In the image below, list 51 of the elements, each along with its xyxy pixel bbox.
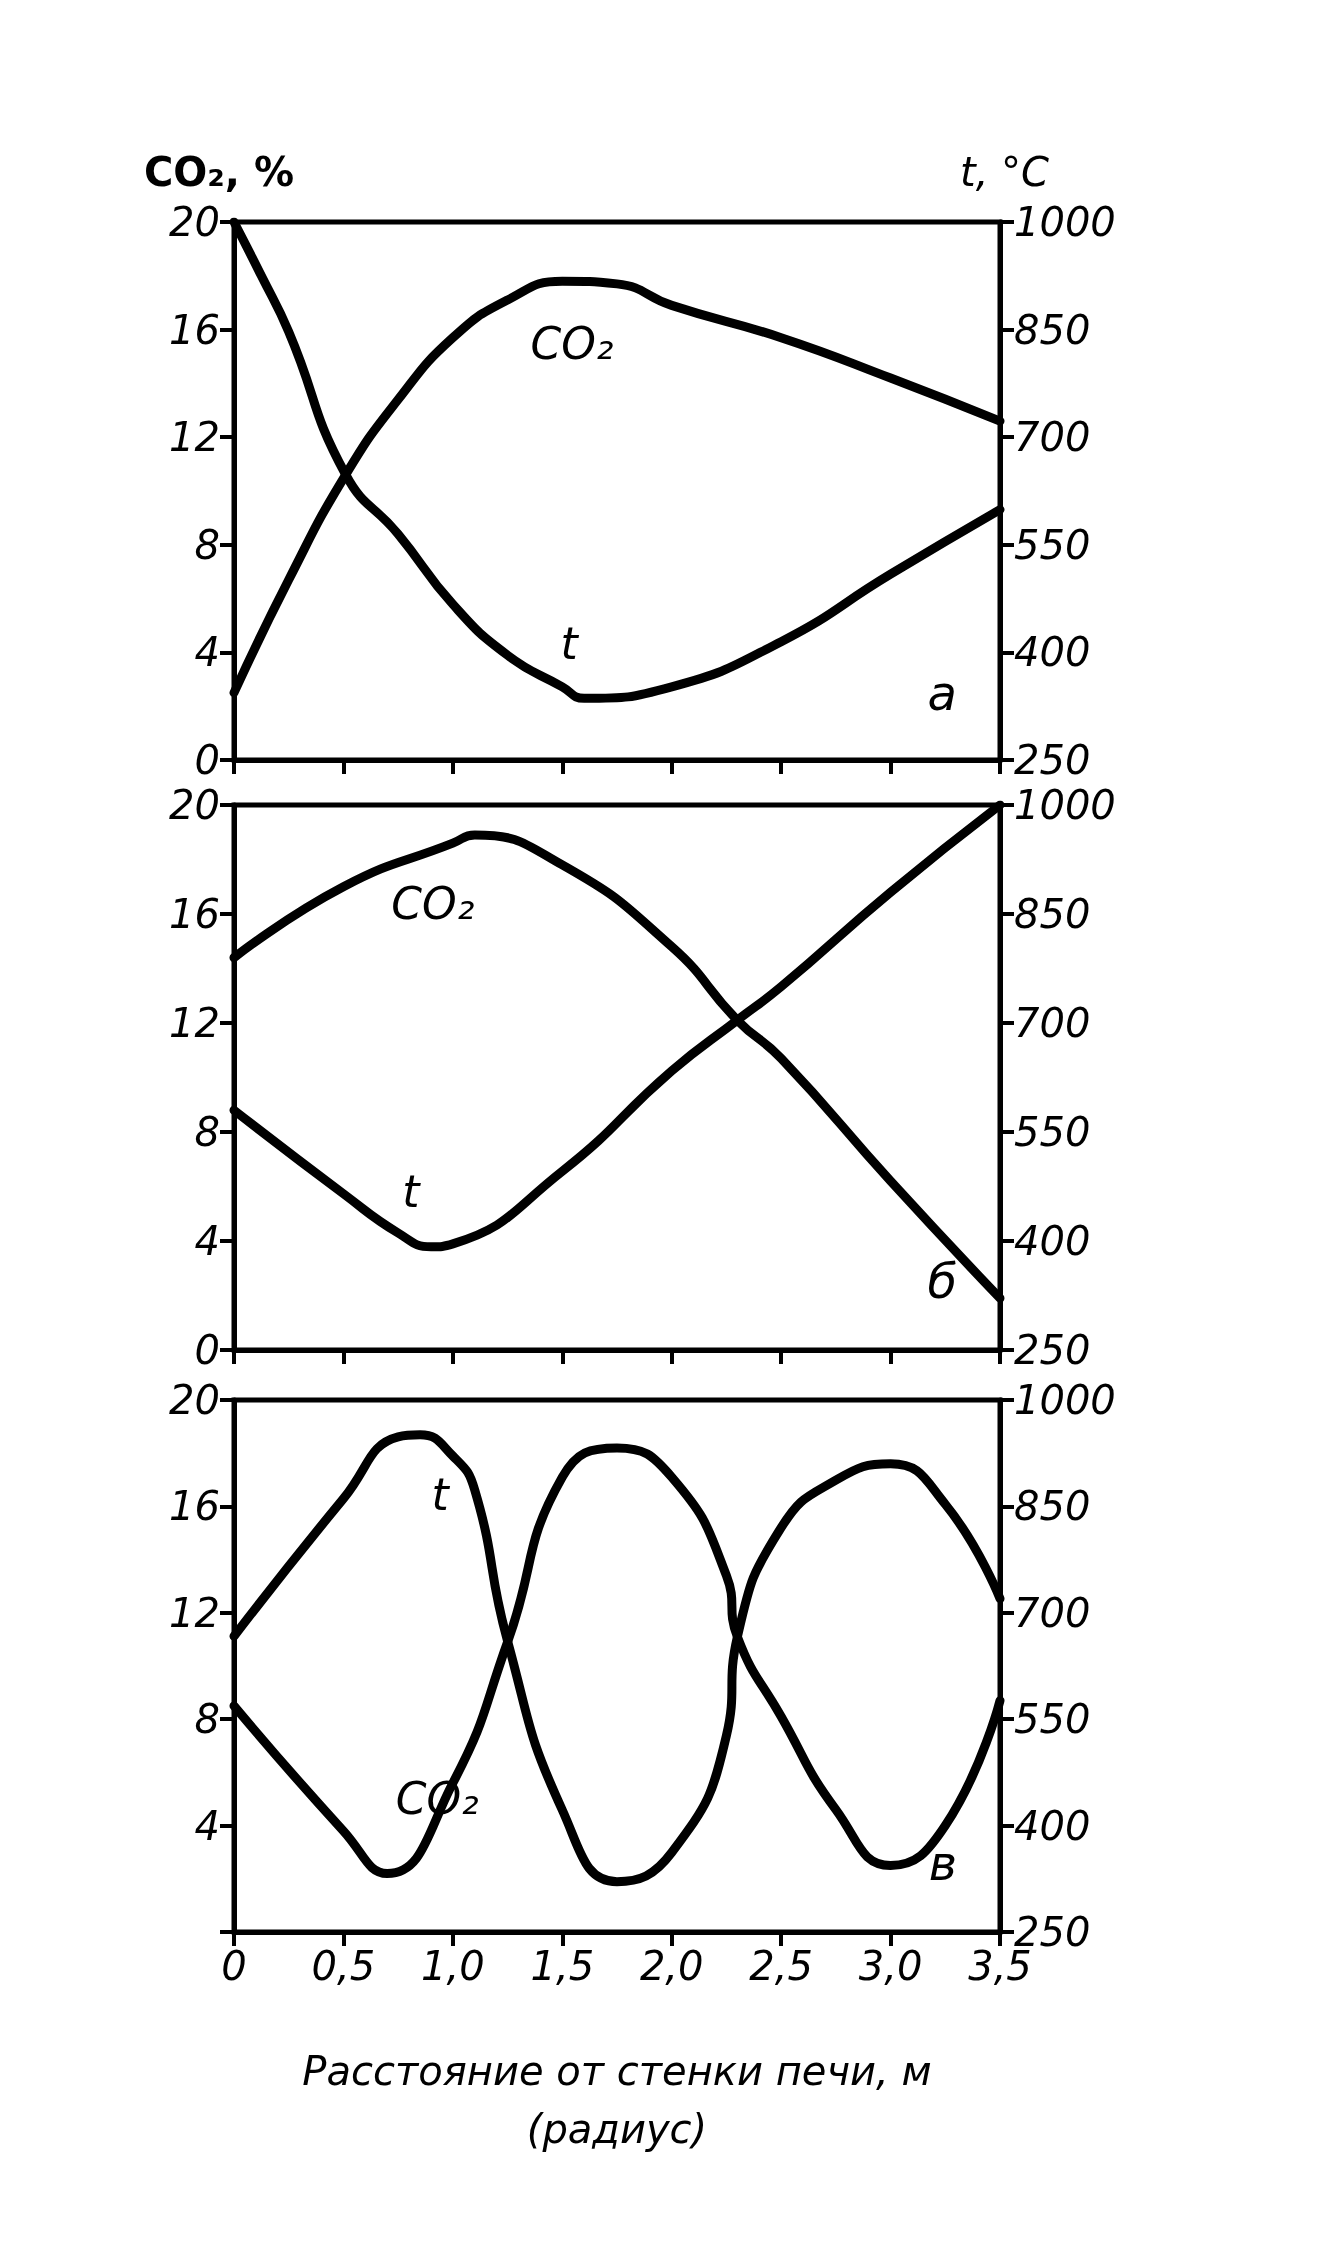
y2-tick-label: 1000 <box>1014 199 1116 245</box>
y2-tick-label: 400 <box>1014 629 1091 676</box>
y-tick-label: 20 <box>169 199 220 245</box>
y-tick-label: 4 <box>194 1802 220 1849</box>
series-label: t <box>431 1469 451 1521</box>
y-tick-label: 12 <box>169 1589 220 1636</box>
x-axis-title: Расстояние от стенки печи, м (радиус) <box>302 2048 932 2152</box>
y2-tick-label: 850 <box>1014 306 1091 353</box>
y-tick-label: 16 <box>169 1483 220 1530</box>
y2-tick-label: 1000 <box>1014 1377 1116 1423</box>
y-tick-label: 12 <box>169 414 220 461</box>
y-tick-label: 8 <box>194 1696 220 1743</box>
y-tick-label: 8 <box>194 1109 220 1155</box>
y-axis-title: CO₂, % <box>143 149 294 195</box>
y2-tick-label: 850 <box>1014 891 1091 937</box>
y-tick-label: 12 <box>169 1000 220 1046</box>
y2-tick-label: 550 <box>1014 1696 1091 1743</box>
y2-tick-label: 250 <box>1014 737 1091 783</box>
y2-tick-label: 550 <box>1014 521 1091 568</box>
y-tick-label: 4 <box>194 629 220 676</box>
x-tick-label: 0,5 <box>311 1943 376 1989</box>
x-tick-label: 1,5 <box>530 1943 595 1989</box>
x-tick-label: 2,0 <box>639 1943 704 1989</box>
y2-tick-label: 400 <box>1014 1802 1091 1849</box>
y-tick-label: 0 <box>194 737 220 783</box>
annotation: б <box>927 1253 958 1309</box>
y-tick-label: 16 <box>169 306 220 353</box>
y-tick-label: 16 <box>169 891 220 937</box>
y-tick-label: 8 <box>194 521 220 568</box>
y2-tick-label: 550 <box>1014 1109 1091 1155</box>
y2-tick-label: 1000 <box>1014 782 1116 828</box>
series-label: t <box>560 617 580 669</box>
y-tick-label: 20 <box>169 782 220 828</box>
y2-tick-label: 700 <box>1014 414 1091 461</box>
y2-tick-label: 400 <box>1014 1218 1091 1264</box>
series-label: t <box>402 1166 422 1218</box>
y2-tick-label: 850 <box>1014 1483 1091 1530</box>
y2-tick-label: 700 <box>1014 1000 1091 1046</box>
y2-axis-title: t, °C <box>960 149 1050 195</box>
annotation: в <box>928 1835 958 1891</box>
y-tick-label: 4 <box>194 1218 220 1264</box>
annotation: а <box>927 665 958 721</box>
y-tick-label: 20 <box>169 1377 220 1423</box>
series-label: CO₂ <box>530 318 614 370</box>
y-tick-label: 0 <box>194 1327 220 1373</box>
x-tick-label: 2,5 <box>749 1943 813 1989</box>
y2-tick-label: 700 <box>1014 1589 1091 1636</box>
x-tick-label: 1,0 <box>421 1943 485 1989</box>
series-label: CO₂ <box>391 877 475 929</box>
y2-tick-label: 250 <box>1014 1327 1091 1373</box>
x-tick-label: 3,0 <box>858 1943 923 1989</box>
